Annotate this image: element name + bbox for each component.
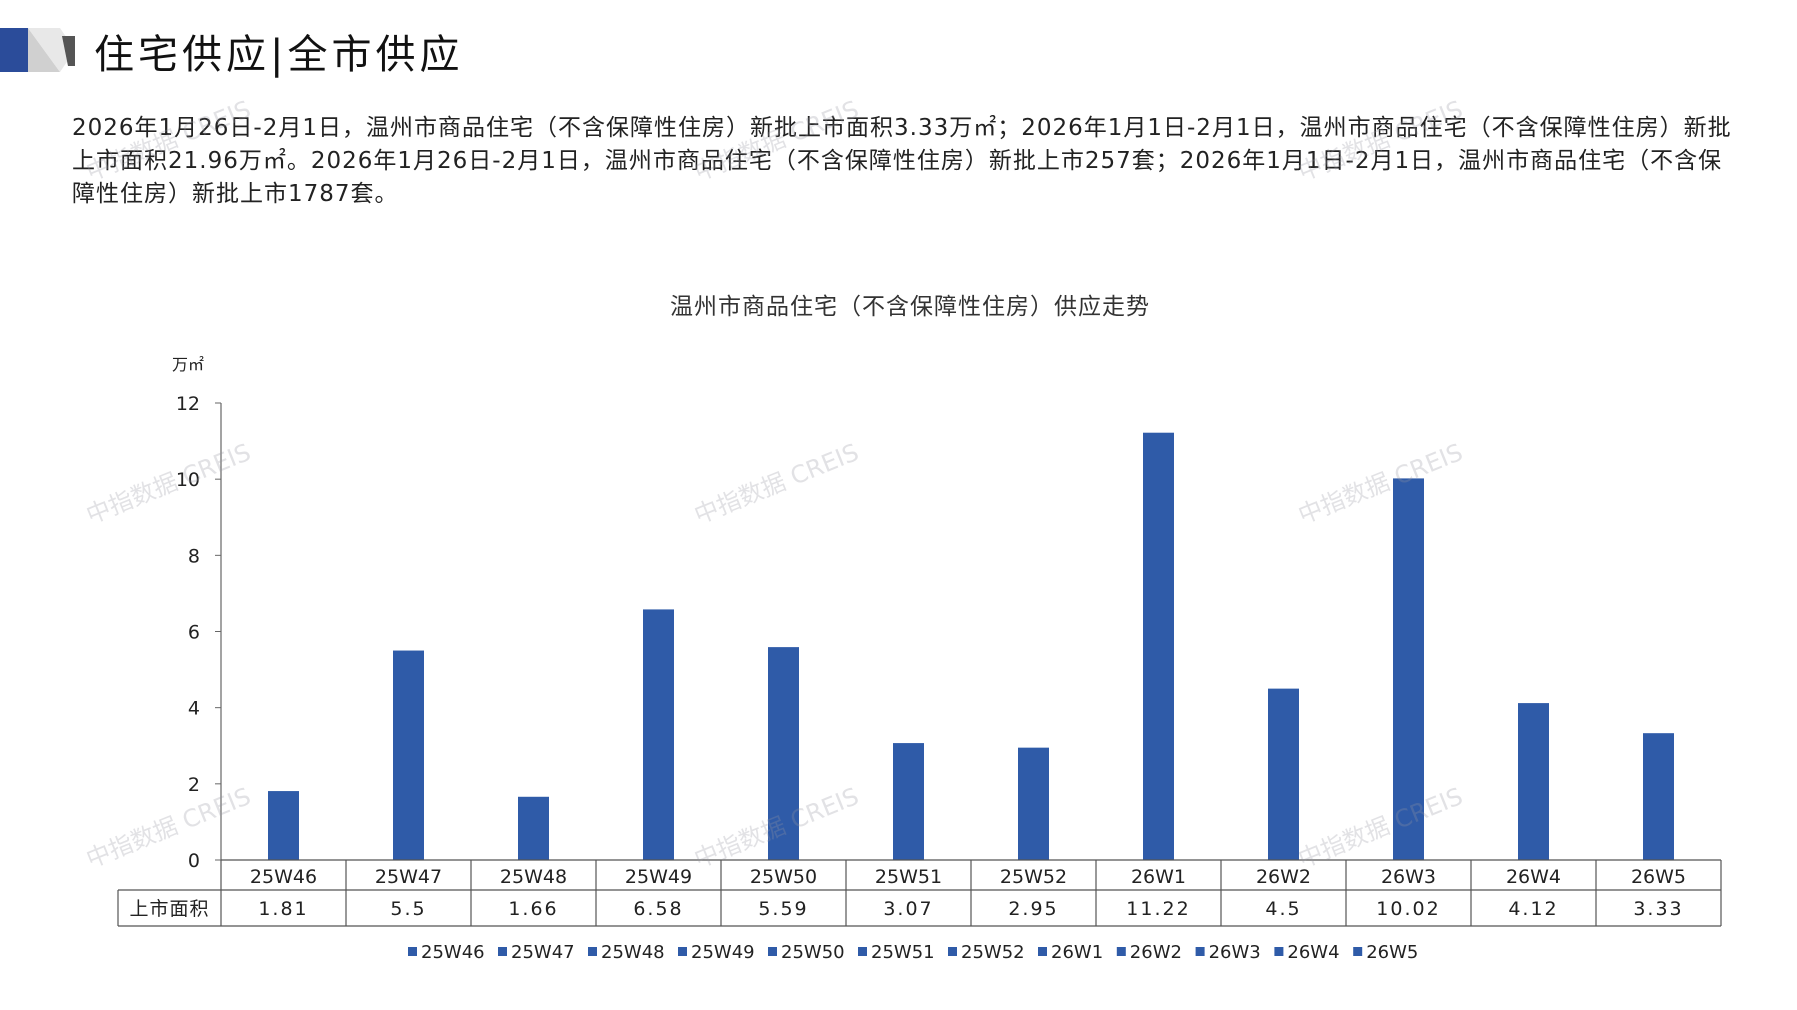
data-table: 上市面积 25W46 1.81 25W47 5.5 25W48 1.66 25W49 6.58 2… (117, 859, 1722, 927)
y-tick-label: 4 (188, 698, 200, 720)
data-value-label: 5.59 (758, 898, 808, 920)
data-value-label: 11.22 (1126, 898, 1190, 920)
legend-label-26W5: 26W5 (1366, 942, 1418, 963)
bar-25W49 (643, 609, 674, 860)
legend-label-25W51: 25W51 (871, 942, 935, 963)
x-category-label: 26W3 (1381, 866, 1436, 888)
legend-label-25W49: 25W49 (691, 942, 755, 963)
legend-label-25W46: 25W46 (421, 942, 485, 963)
bar-26W2 (1268, 688, 1299, 860)
legend-swatch-25W49 (678, 947, 687, 956)
bar-25W47 (393, 650, 424, 860)
data-value-label: 3.07 (883, 898, 933, 920)
header-logo-graphic (0, 28, 75, 72)
legend-swatch-25W46 (408, 947, 417, 956)
legend-swatch-26W2 (1116, 947, 1126, 956)
x-category-label: 25W49 (625, 866, 692, 888)
legend-swatch-26W3 (1195, 947, 1205, 956)
legend-label-26W4: 26W4 (1287, 942, 1339, 963)
data-value-label: 1.66 (508, 898, 558, 920)
x-category-label: 25W50 (750, 866, 817, 888)
legend: 25W46 25W47 25W48 25W49 25W50 25W51 25W52 26W1 2… (408, 942, 1418, 963)
legend-label-26W1: 26W1 (1051, 942, 1103, 963)
legend-swatch-26W4 (1274, 947, 1284, 956)
data-value-label: 2.95 (1008, 898, 1058, 920)
bar-26W4 (1518, 703, 1549, 860)
data-value-label: 4.12 (1508, 898, 1558, 920)
bar-25W51 (893, 743, 924, 860)
data-value-label: 4.5 (1265, 898, 1301, 920)
x-category-label: 26W5 (1631, 866, 1686, 888)
legend-swatch-25W50 (768, 947, 777, 956)
bar-25W48 (518, 796, 549, 860)
x-category-label: 25W46 (250, 866, 317, 888)
x-category-label: 26W4 (1506, 866, 1561, 888)
bars-group (268, 432, 1674, 860)
bar-25W46 (268, 791, 299, 860)
bar-26W3 (1393, 478, 1424, 860)
legend-swatch-26W1 (1038, 947, 1047, 956)
x-category-label: 25W48 (500, 866, 567, 888)
x-category-label: 25W52 (1000, 866, 1067, 888)
logo-dark-slash (62, 36, 75, 66)
y-tick-label: 0 (188, 850, 200, 872)
bar-26W5 (1643, 733, 1674, 860)
y-axis: 0 2 4 6 8 10 12 (176, 393, 222, 872)
logo-blue-block (0, 28, 28, 72)
legend-swatch-25W48 (588, 947, 597, 956)
x-category-label: 25W51 (875, 866, 942, 888)
x-category-label: 25W47 (375, 866, 442, 888)
legend-label-26W3: 26W3 (1209, 942, 1261, 963)
legend-swatch-25W47 (498, 947, 507, 956)
legend-label-25W50: 25W50 (781, 942, 845, 963)
data-value-label: 6.58 (633, 898, 683, 920)
legend-label-26W2: 26W2 (1130, 942, 1182, 963)
y-tick-label: 2 (188, 774, 200, 796)
y-tick-label: 8 (188, 545, 200, 567)
x-category-label: 26W2 (1256, 866, 1311, 888)
bar-26W1 (1143, 432, 1174, 860)
data-value-label: 1.81 (258, 898, 308, 920)
legend-swatch-26W5 (1353, 947, 1363, 956)
data-value-label: 3.33 (1633, 898, 1683, 920)
y-tick-label: 6 (188, 622, 200, 644)
legend-swatch-25W51 (858, 947, 867, 956)
chart-title: 温州市商品住宅（不含保障性住房）供应走势 (670, 294, 1150, 320)
y-tick-label: 12 (176, 393, 200, 415)
bar-25W50 (768, 647, 799, 860)
y-axis-unit: 万㎡ (172, 355, 204, 374)
y-tick-label: 10 (176, 469, 200, 491)
legend-label-25W47: 25W47 (511, 942, 575, 963)
data-value-label: 10.02 (1376, 898, 1440, 920)
bar-25W52 (1018, 747, 1049, 860)
legend-label-25W48: 25W48 (601, 942, 665, 963)
summary-paragraph: 2026年1月26日-2月1日，温州市商品住宅（不含保障性住房）新批上市面积3.… (72, 115, 1732, 207)
table-row-label: 上市面积 (129, 898, 209, 920)
legend-swatch-25W52 (948, 947, 957, 956)
data-value-label: 5.5 (390, 898, 426, 920)
legend-label-25W52: 25W52 (961, 942, 1025, 963)
page-title: 住宅供应|全市供应 (94, 32, 464, 78)
x-category-label: 26W1 (1131, 866, 1186, 888)
